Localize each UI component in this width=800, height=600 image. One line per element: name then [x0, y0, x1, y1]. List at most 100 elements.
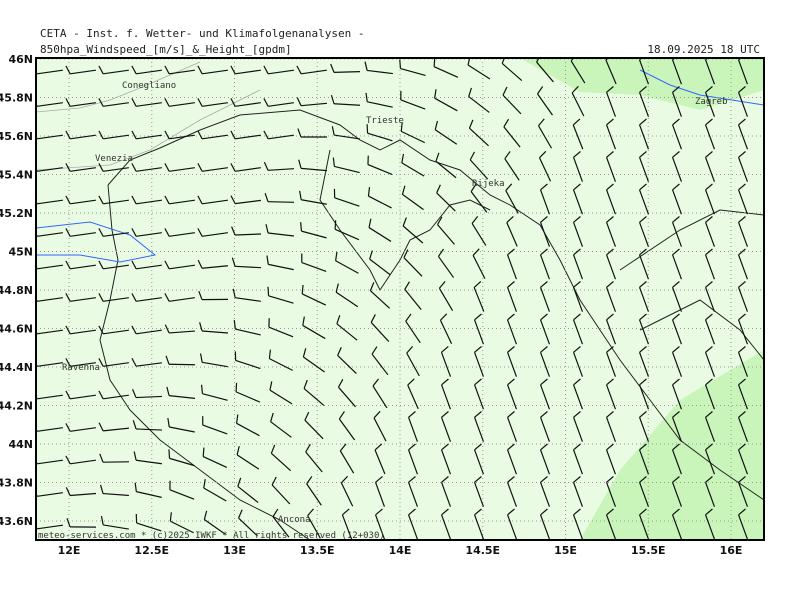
barb-staff: [102, 492, 130, 497]
barb-staff: [737, 352, 749, 377]
wind-barb: [263, 161, 295, 171]
wind-barb: [199, 353, 228, 368]
barb-staff: [704, 92, 716, 117]
lon-label: 14.5E: [465, 544, 500, 557]
wind-barb: [473, 443, 485, 475]
wind-barb: [197, 163, 228, 172]
barb-feather: [300, 222, 303, 232]
barb-feather: [606, 378, 614, 386]
barb-staff: [341, 514, 353, 540]
barb-feather: [65, 455, 71, 465]
barb-staff: [671, 384, 683, 410]
lon-label: 13E: [223, 544, 246, 557]
barb-feather: [334, 220, 337, 230]
barb-staff: [235, 167, 261, 172]
barb-feather: [738, 508, 746, 516]
barb-staff: [605, 287, 617, 312]
barb-staff: [572, 319, 584, 345]
barb-feather: [672, 183, 680, 191]
wind-barb: [65, 390, 96, 400]
barb-feather: [197, 228, 203, 237]
barb-staff: [436, 192, 456, 212]
barb-staff: [504, 158, 520, 181]
place-label: Ancona: [278, 515, 311, 525]
barb-feather: [270, 412, 274, 422]
barb-feather: [299, 190, 302, 200]
barb-staff: [572, 189, 584, 215]
wind-barb: [605, 118, 617, 150]
barb-staff: [70, 264, 96, 270]
wind-barb: [98, 65, 129, 75]
barb-staff: [506, 352, 518, 377]
wind-barb: [539, 411, 551, 442]
wind-barb: [98, 260, 129, 270]
wind-barb: [263, 98, 294, 107]
wind-barb: [369, 250, 391, 276]
barb-staff: [506, 222, 518, 247]
barb-feather: [573, 216, 581, 223]
barb-staff: [301, 69, 327, 75]
barb-staff: [506, 319, 518, 345]
barb-feather: [302, 316, 305, 326]
barb-staff: [340, 482, 354, 507]
barb-feather: [368, 218, 372, 228]
wind-barb: [368, 218, 392, 242]
wind-barb: [638, 346, 650, 377]
barb-feather: [302, 348, 307, 358]
barb-feather: [98, 228, 104, 237]
barb-feather: [167, 417, 170, 428]
barb-staff: [671, 449, 683, 475]
barb-staff: [572, 157, 584, 182]
barb-staff: [70, 297, 96, 302]
lon-label: 13.5E: [300, 544, 335, 557]
barb-staff: [505, 190, 519, 214]
barb-staff: [268, 232, 294, 237]
wind-barb: [440, 443, 452, 475]
barb-staff: [235, 359, 261, 370]
wind-barb: [132, 420, 163, 431]
wind-barb: [65, 65, 96, 75]
barb-staff: [202, 265, 228, 269]
wind-barb: [572, 118, 584, 150]
barb-staff: [605, 59, 617, 85]
wind-barb: [704, 281, 716, 312]
barb-feather: [738, 411, 746, 418]
barb-staff: [638, 222, 650, 247]
barb-staff: [572, 222, 584, 247]
wind-barb: [131, 325, 162, 335]
wind-barb: [270, 412, 292, 438]
barb-feather: [705, 86, 713, 93]
wind-barb: [298, 159, 328, 172]
barb-feather: [98, 293, 104, 302]
barb-feather: [474, 378, 482, 386]
barb-feather: [473, 280, 482, 288]
barb-staff: [136, 102, 162, 107]
barb-staff: [37, 427, 63, 432]
wind-barb: [231, 257, 262, 269]
barb-staff: [268, 295, 294, 304]
wind-barb: [269, 381, 293, 405]
barb-staff: [605, 157, 617, 182]
barb-staff: [572, 417, 584, 442]
barb-feather: [471, 216, 479, 224]
wind-barb: [133, 451, 162, 465]
wind-barb: [704, 151, 716, 182]
barb-staff: [367, 132, 393, 142]
barb-feather: [573, 281, 581, 288]
barb-staff: [37, 264, 63, 270]
barb-staff: [539, 417, 551, 442]
barb-feather: [168, 449, 171, 459]
wind-barb: [235, 414, 260, 437]
wind-barb: [373, 410, 387, 442]
wind-barb: [407, 378, 419, 410]
barb-staff: [70, 232, 96, 237]
wind-barb: [537, 86, 553, 116]
barb-staff: [268, 102, 294, 107]
wind-barb: [638, 118, 650, 150]
barb-feather: [738, 378, 746, 386]
barb-feather: [98, 98, 104, 107]
barb-staff: [539, 287, 551, 312]
barb-staff: [605, 222, 617, 247]
barb-feather: [238, 509, 243, 519]
barb-staff: [473, 384, 485, 410]
